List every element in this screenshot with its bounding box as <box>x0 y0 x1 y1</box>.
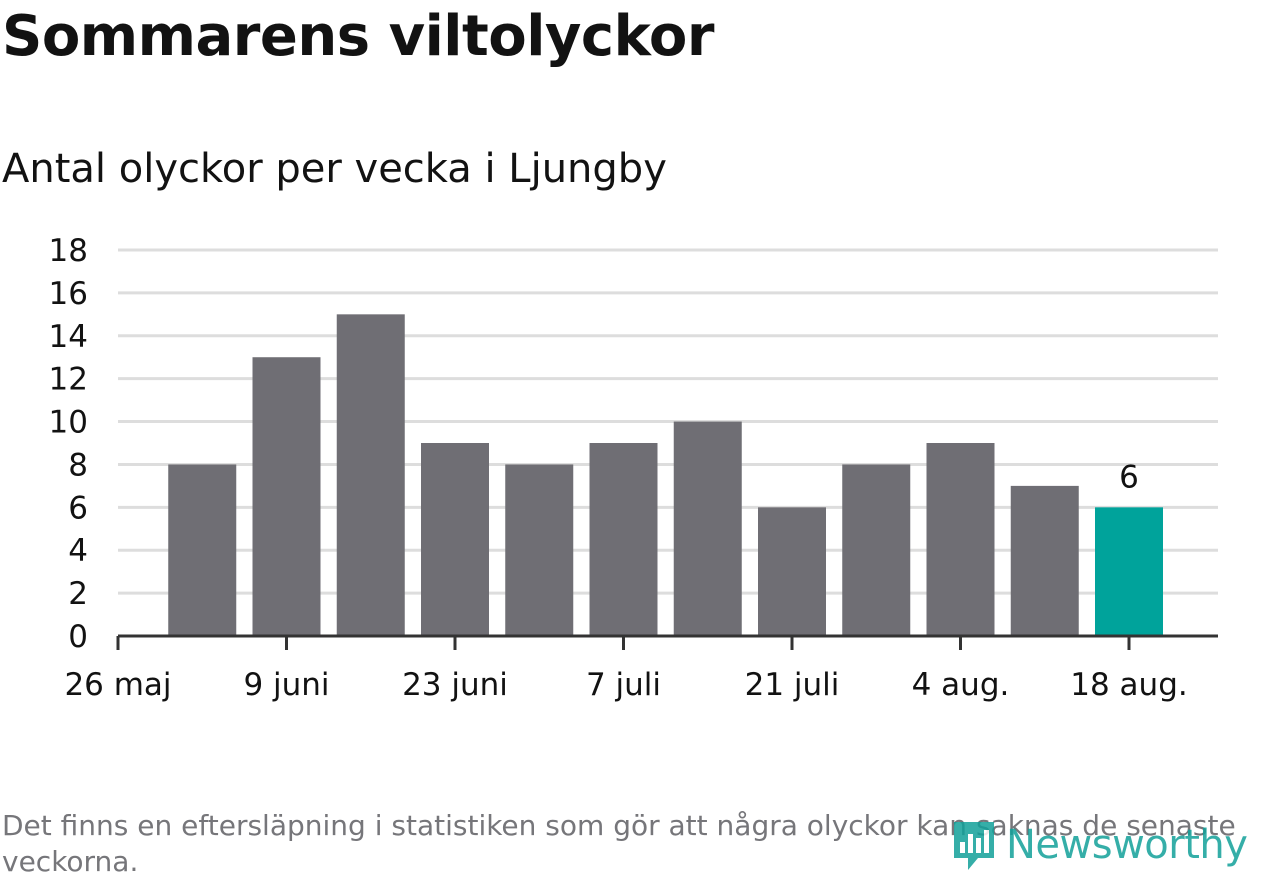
bar-chart: 0 2 4 6 8 10 12 14 16 18 6 26 maj 9 juni 23 juni 7 j… <box>49 233 1218 703</box>
chart-subtitle: Antal olyckor per vecka i Ljungby <box>2 146 667 192</box>
x-tick-label: 18 aug. <box>1070 667 1187 703</box>
x-tick-label: 23 juni <box>402 667 508 703</box>
bar <box>1095 507 1163 636</box>
footnote: Det finns en eftersläpning i statistiken… <box>2 809 1236 878</box>
x-tick-label: 26 maj <box>64 667 171 703</box>
bar <box>758 507 826 636</box>
y-tick-label: 8 <box>68 447 88 483</box>
newsworthy-logo: Newsworthy <box>950 818 1248 872</box>
x-axis: 26 maj 9 juni 23 juni 7 juli 21 juli 4 aug. 18… <box>64 634 1218 703</box>
data-labels: 6 <box>1119 459 1139 495</box>
newsworthy-logo-icon <box>954 822 994 870</box>
y-axis: 0 2 4 6 8 10 12 14 16 18 <box>49 233 88 655</box>
x-tick-label: 9 juni <box>243 667 329 703</box>
bar <box>168 464 237 636</box>
y-tick-label: 18 <box>49 233 88 269</box>
bars <box>168 314 1163 636</box>
bar <box>421 443 489 636</box>
x-tick-label: 4 aug. <box>912 667 1010 703</box>
bar <box>336 314 405 636</box>
y-tick-label: 2 <box>68 576 88 612</box>
y-tick-label: 14 <box>49 319 88 355</box>
data-label: 6 <box>1119 459 1139 495</box>
x-tick-label: 21 juli <box>745 667 840 703</box>
bar <box>252 357 321 636</box>
bar <box>926 443 995 636</box>
bar <box>1010 485 1079 636</box>
y-tick-label: 16 <box>49 276 88 312</box>
y-tick-label: 12 <box>49 362 88 398</box>
y-tick-label: 6 <box>68 490 88 526</box>
bar <box>673 421 742 636</box>
bar <box>505 464 574 636</box>
bar <box>589 443 658 636</box>
y-tick-label: 10 <box>49 405 88 441</box>
y-tick-label: 4 <box>68 533 88 569</box>
bar <box>842 464 911 636</box>
logo-text: Newsworthy <box>1006 822 1248 868</box>
chart-title: Sommarens viltolyckor <box>2 4 714 69</box>
y-tick-label: 0 <box>68 619 88 655</box>
x-tick-label: 7 juli <box>586 667 661 703</box>
